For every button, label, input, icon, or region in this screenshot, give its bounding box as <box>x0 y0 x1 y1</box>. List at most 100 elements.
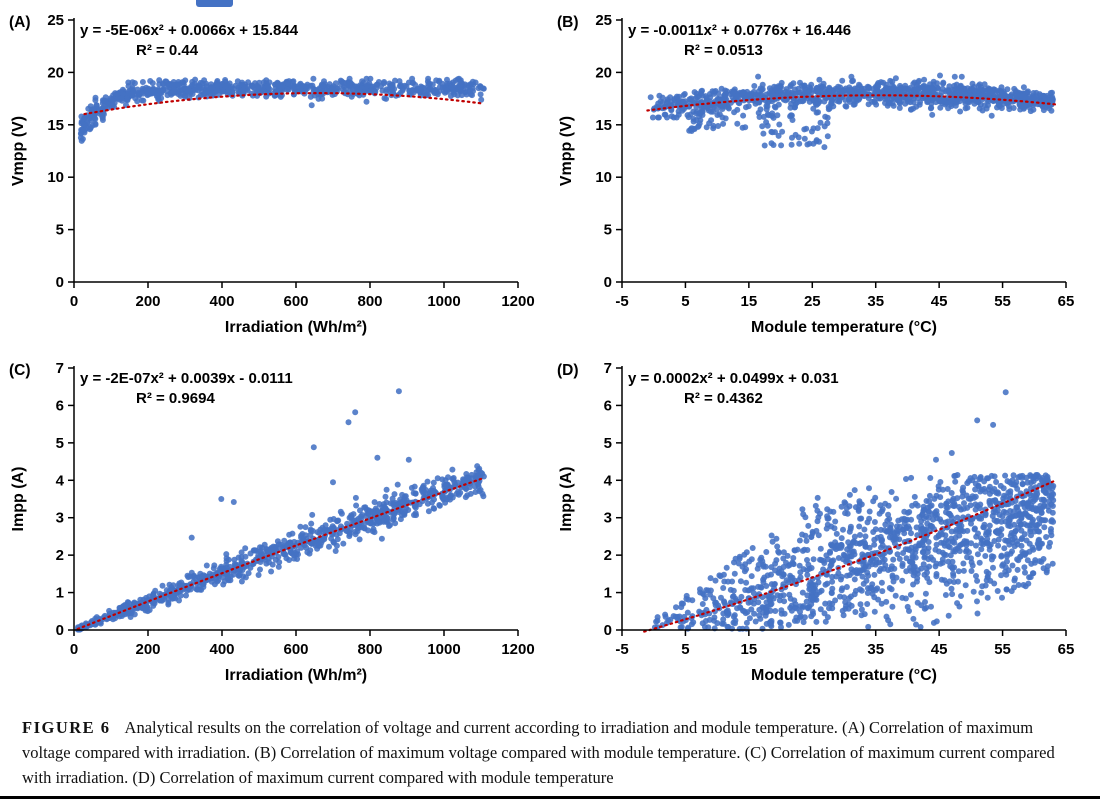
svg-text:20: 20 <box>47 64 64 81</box>
svg-text:1: 1 <box>604 585 612 602</box>
svg-text:(B): (B) <box>557 14 579 31</box>
svg-text:15: 15 <box>47 117 64 134</box>
svg-text:200: 200 <box>135 641 160 658</box>
chart-text: 0 200 400 600 800 1000 1200 0 1 2 3 4 5 6 7 (C) y = -2E-… <box>9 360 535 684</box>
svg-text:y = -2E-07x² + 0.0039x - 0.011: y = -2E-07x² + 0.0039x - 0.0111 <box>80 370 293 387</box>
figure-caption-text: Analytical results on the correlation of… <box>22 718 1055 787</box>
svg-text:4: 4 <box>604 472 613 489</box>
svg-text:Vmpp (V): Vmpp (V) <box>10 116 27 186</box>
svg-text:1000: 1000 <box>427 293 460 310</box>
svg-text:20: 20 <box>595 64 612 81</box>
axes <box>68 366 519 636</box>
scatter-plot-vmpp-temperature: -5 5 15 25 35 45 55 65 0 5 10 15 20 25 (B) y = -0.0011x… <box>554 6 1084 346</box>
svg-text:45: 45 <box>931 293 948 310</box>
svg-text:0: 0 <box>604 274 612 291</box>
svg-text:Impp (A): Impp (A) <box>10 467 27 532</box>
chart-svg-C: 0 200 400 600 800 1000 1200 0 1 2 3 4 5 6 7 (C) y = -2E-… <box>9 360 535 684</box>
svg-text:400: 400 <box>209 293 234 310</box>
svg-text:65: 65 <box>1058 641 1075 658</box>
chart-svg-B: -5 5 15 25 35 45 55 65 0 5 10 15 20 25 (B) y = -0.0011x… <box>557 12 1074 336</box>
figure-caption: FIGURE 6 Analytical results on the correl… <box>0 702 1100 796</box>
svg-text:45: 45 <box>931 641 948 658</box>
svg-text:y = 0.0002x² + 0.0499x + 0.031: y = 0.0002x² + 0.0499x + 0.031 <box>628 370 839 387</box>
svg-text:4: 4 <box>56 472 65 489</box>
svg-text:55: 55 <box>994 293 1011 310</box>
svg-text:5: 5 <box>604 222 612 239</box>
svg-text:200: 200 <box>135 293 160 310</box>
svg-text:0: 0 <box>70 641 78 658</box>
svg-text:7: 7 <box>604 360 612 377</box>
scatter-plot-vmpp-irradiation: 0 200 400 600 800 1000 1200 0 5 10 15 20 25 (A) y = -5… <box>6 6 536 346</box>
trend-line <box>83 92 483 116</box>
svg-text:6: 6 <box>604 397 612 414</box>
trend-line <box>646 94 1058 112</box>
svg-text:0: 0 <box>56 274 64 291</box>
figure-caption-label: FIGURE 6 <box>22 718 111 737</box>
data-points <box>651 389 1057 632</box>
svg-text:1: 1 <box>56 585 64 602</box>
svg-text:Module temperature (°C): Module temperature (°C) <box>751 667 937 684</box>
svg-text:25: 25 <box>804 293 821 310</box>
svg-text:600: 600 <box>283 641 308 658</box>
svg-text:10: 10 <box>595 169 612 186</box>
svg-text:3: 3 <box>56 510 64 527</box>
top-blue-fragment <box>196 0 233 7</box>
axes <box>616 366 1067 636</box>
svg-text:400: 400 <box>209 641 234 658</box>
svg-text:R² = 0.0513: R² = 0.0513 <box>684 42 763 59</box>
svg-text:600: 600 <box>283 293 308 310</box>
scatter-plot-impp-irradiation: 0 200 400 600 800 1000 1200 0 1 2 3 4 5 6 7 (C) y = -2E-… <box>6 354 536 694</box>
svg-text:0: 0 <box>70 293 78 310</box>
data-points <box>74 388 487 633</box>
svg-text:35: 35 <box>867 641 884 658</box>
svg-text:800: 800 <box>357 641 382 658</box>
chart-text: -5 5 15 25 35 45 55 65 0 5 10 15 20 25 (B) y = -0.0011x… <box>557 12 1074 336</box>
svg-text:6: 6 <box>56 397 64 414</box>
trend-line <box>643 479 1058 633</box>
svg-text:800: 800 <box>357 293 382 310</box>
svg-text:15: 15 <box>741 293 758 310</box>
svg-text:3: 3 <box>604 510 612 527</box>
axes <box>68 18 519 288</box>
svg-text:2: 2 <box>56 547 64 564</box>
svg-text:10: 10 <box>47 169 64 186</box>
svg-text:25: 25 <box>595 12 612 29</box>
svg-text:5: 5 <box>681 641 689 658</box>
chart-svg-A: 0 200 400 600 800 1000 1200 0 5 10 15 20 25 (A) y = -5… <box>9 12 535 336</box>
svg-text:35: 35 <box>867 293 884 310</box>
svg-text:1000: 1000 <box>427 641 460 658</box>
svg-text:65: 65 <box>1058 293 1075 310</box>
svg-text:Module temperature (°C): Module temperature (°C) <box>751 319 937 336</box>
bottom-divider <box>0 796 1100 799</box>
svg-text:55: 55 <box>994 641 1011 658</box>
figure-panels: 0 200 400 600 800 1000 1200 0 5 10 15 20 25 (A) y = -5… <box>6 6 1084 694</box>
data-points <box>647 72 1056 151</box>
svg-text:5: 5 <box>604 435 612 452</box>
svg-text:(D): (D) <box>557 362 579 379</box>
svg-text:25: 25 <box>804 641 821 658</box>
trend-line <box>76 477 483 631</box>
svg-text:25: 25 <box>47 12 64 29</box>
svg-text:1200: 1200 <box>501 293 534 310</box>
svg-text:15: 15 <box>595 117 612 134</box>
svg-text:5: 5 <box>56 222 64 239</box>
svg-text:0: 0 <box>604 622 612 639</box>
axes <box>616 18 1067 288</box>
svg-text:Irradiation (Wh/m²): Irradiation (Wh/m²) <box>225 319 367 336</box>
svg-text:y = -5E-06x² + 0.0066x + 15.84: y = -5E-06x² + 0.0066x + 15.844 <box>80 22 299 39</box>
svg-text:Irradiation (Wh/m²): Irradiation (Wh/m²) <box>225 667 367 684</box>
svg-text:1200: 1200 <box>501 641 534 658</box>
svg-text:R² = 0.44: R² = 0.44 <box>136 42 199 59</box>
svg-text:2: 2 <box>604 547 612 564</box>
data-points <box>77 75 487 144</box>
svg-text:Vmpp (V): Vmpp (V) <box>558 116 575 186</box>
svg-text:R² = 0.4362: R² = 0.4362 <box>684 390 763 407</box>
svg-text:y = -0.0011x² + 0.0776x + 16.4: y = -0.0011x² + 0.0776x + 16.446 <box>628 22 851 39</box>
svg-text:7: 7 <box>56 360 64 377</box>
svg-text:-5: -5 <box>615 293 628 310</box>
svg-text:(C): (C) <box>9 362 31 379</box>
chart-text: 0 200 400 600 800 1000 1200 0 5 10 15 20 25 (A) y = -5… <box>9 12 535 336</box>
